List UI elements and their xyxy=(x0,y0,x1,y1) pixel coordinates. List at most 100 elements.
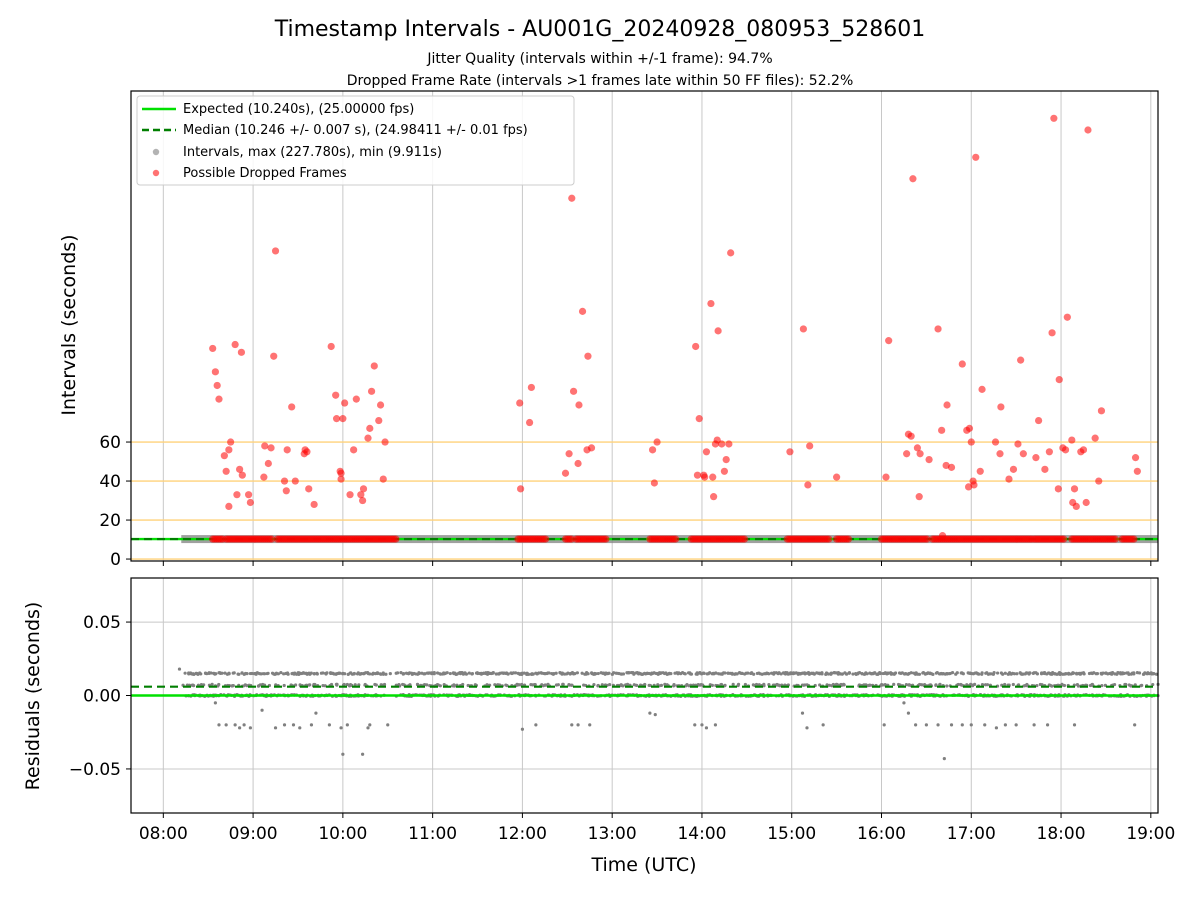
dropped-frame-point xyxy=(1048,329,1056,337)
dropped-frame-point xyxy=(799,325,807,333)
dropped-frame-point xyxy=(702,448,711,456)
dropped-frame-point xyxy=(270,352,278,360)
residual-point xyxy=(520,682,524,687)
residual-outlier-point xyxy=(902,701,906,705)
residual-point xyxy=(950,671,955,675)
dropped-frame-point xyxy=(958,360,966,368)
dropped-frame-point xyxy=(1130,535,1138,543)
dropped-frame-point xyxy=(359,496,367,505)
dropped-frame-point xyxy=(718,440,726,448)
dropped-frame-point xyxy=(350,446,358,454)
residual-point xyxy=(840,672,844,676)
residuals-y-tick-label: 0.00 xyxy=(83,687,121,707)
dropped-frame-point xyxy=(714,327,722,335)
residual-point xyxy=(1116,671,1120,675)
dropped-frame-point xyxy=(740,535,749,543)
residual-point xyxy=(961,672,965,676)
residual-point xyxy=(321,671,325,675)
dropped-frame-point xyxy=(1055,376,1063,384)
residual-point xyxy=(517,683,521,687)
residual-point xyxy=(1015,672,1019,676)
residual-point xyxy=(844,672,849,676)
residual-outlier-point xyxy=(1133,723,1137,727)
dropped-frame-point xyxy=(1091,434,1099,442)
residual-point xyxy=(491,671,495,675)
residual-point xyxy=(1062,683,1067,688)
dropped-frame-point xyxy=(1082,498,1090,507)
dropped-frame-point xyxy=(225,446,233,454)
residual-point xyxy=(384,672,388,676)
residual-point xyxy=(714,671,718,675)
residual-point xyxy=(368,672,372,676)
residual-outlier-point xyxy=(341,752,345,756)
residual-point xyxy=(464,672,469,676)
residual-point xyxy=(342,682,346,687)
residual-point xyxy=(353,683,357,687)
residual-outlier-point xyxy=(700,723,704,727)
residual-point xyxy=(847,671,852,675)
dropped-frame-point xyxy=(1131,454,1140,462)
dropped-frame-point xyxy=(671,535,680,543)
residual-point xyxy=(1035,672,1040,676)
residual-point xyxy=(379,672,383,676)
dropped-frame-point xyxy=(366,424,374,432)
residual-outlier-point xyxy=(213,701,217,705)
dropped-frame-point xyxy=(913,444,922,452)
residual-outlier-point xyxy=(224,723,228,727)
residual-point xyxy=(803,671,807,675)
residual-point xyxy=(312,672,316,676)
dropped-frame-point xyxy=(1084,126,1092,134)
residual-point xyxy=(621,684,625,688)
residual-point xyxy=(505,683,509,688)
residual-point xyxy=(710,683,714,687)
residual-point xyxy=(432,672,436,676)
dropped-frame-point xyxy=(833,473,841,481)
residual-point xyxy=(220,671,224,675)
residual-point xyxy=(223,671,227,675)
dropped-frame-point xyxy=(238,471,246,479)
residual-point xyxy=(192,684,196,688)
residual-outlier-point xyxy=(713,723,718,727)
residual-point xyxy=(485,683,489,687)
dropped-frame-point xyxy=(367,387,376,395)
residual-outlier-point xyxy=(273,726,278,730)
dropped-frame-point xyxy=(565,450,573,458)
residual-point xyxy=(1100,683,1104,688)
dropped-frame-point xyxy=(1063,313,1071,321)
residual-outlier-point xyxy=(366,726,370,730)
residual-outlier-point xyxy=(248,726,252,730)
residual-point xyxy=(263,672,267,676)
legend-dropped-label: Possible Dropped Frames xyxy=(183,166,347,181)
residual-outlier-point xyxy=(653,712,657,717)
residuals-panel: 0.05 0.00 −0.05 08:00 09:00 10:00 11:00 12:00 1… xyxy=(22,577,1175,844)
dropped-frame-point xyxy=(965,424,974,432)
intervals-plot-frame xyxy=(130,90,1159,562)
residual-point xyxy=(286,672,290,676)
residual-point xyxy=(183,671,187,675)
residual-point xyxy=(250,671,254,676)
residual-outlier-point xyxy=(960,723,964,727)
dropped-frame-point xyxy=(261,442,269,450)
dropped-frame-point xyxy=(267,444,275,452)
residuals-y-tick-label: −0.05 xyxy=(69,760,121,780)
residual-point xyxy=(723,683,727,688)
dropped-frame-point xyxy=(346,491,354,499)
dropped-frame-point xyxy=(947,463,956,471)
residual-point xyxy=(736,682,741,686)
residual-point xyxy=(1028,671,1032,675)
dropped-frame-point xyxy=(1061,446,1070,454)
residual-point xyxy=(625,682,630,686)
dropped-frame-point xyxy=(260,473,268,481)
intervals-panel: 0 20 40 60 Intervals (seconds) xyxy=(58,90,1159,570)
dropped-frame-point xyxy=(215,395,223,403)
intervals-y-tick-label: 20 xyxy=(99,511,121,531)
dropped-frame-point xyxy=(220,452,228,460)
residual-point xyxy=(335,682,339,686)
intervals-legend: Expected (10.240s), (25.00000 fps) Media… xyxy=(136,95,575,186)
residual-point xyxy=(985,683,990,687)
residual-point xyxy=(1122,671,1126,675)
dropped-frame-point xyxy=(375,416,383,425)
residual-outlier-point xyxy=(177,667,182,671)
dropped-frame-point xyxy=(1070,485,1079,493)
x-tick-label: 13:00 xyxy=(588,824,637,844)
